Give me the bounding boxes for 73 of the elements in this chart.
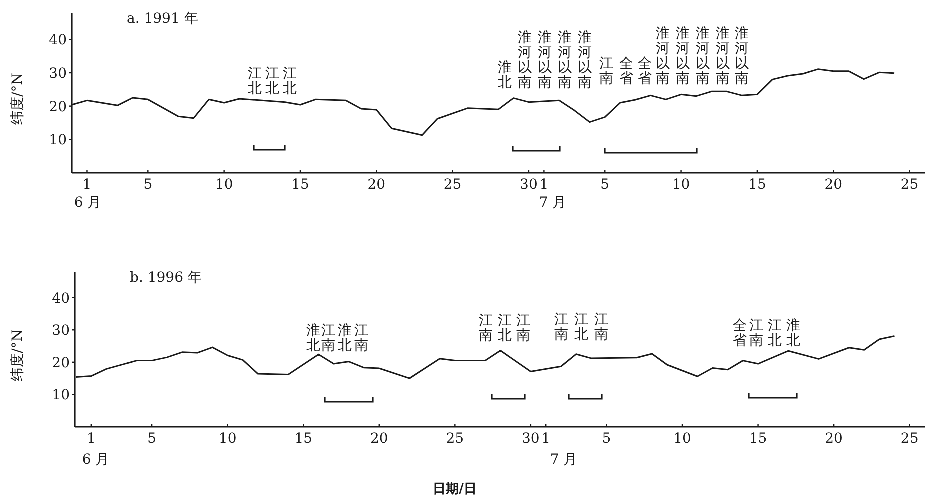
y-tick-label: 30 — [52, 323, 70, 340]
y-tick-label: 30 — [49, 66, 67, 82]
annotation: 江南 — [516, 313, 530, 344]
x-tick-label: 10 — [674, 431, 692, 447]
text: 7 月 — [539, 195, 567, 211]
annotation: 淮河以南 — [518, 30, 532, 91]
y-tick-label: 10 — [52, 388, 70, 404]
annotation: 全省 — [733, 318, 747, 349]
y-tick-label: 20 — [49, 99, 67, 116]
x-tick-label: 15 — [748, 177, 766, 193]
annotation: 江北 — [266, 66, 280, 97]
annotation: 江南 — [321, 323, 336, 354]
annotation: 江北 — [498, 313, 512, 344]
x-tick-label: 10 — [672, 177, 690, 193]
text: 6 月 — [74, 195, 102, 211]
x-tick-label: 10 — [215, 177, 234, 193]
chart-title: a. 1991 年 — [127, 11, 198, 27]
x-tick-label: 20 — [368, 177, 386, 193]
x-tick-label: 25 — [444, 177, 462, 193]
annotation: 淮河以南 — [716, 26, 730, 87]
annotation: 淮河以南 — [696, 26, 710, 87]
x-tick-label: 25 — [446, 431, 464, 447]
annotation: 江南 — [354, 323, 369, 354]
x-tick-label: 1 — [82, 177, 92, 193]
x-tick-label: 5 — [600, 177, 610, 193]
annotation: 淮河以南 — [578, 30, 592, 91]
annotation: 淮北 — [786, 318, 800, 349]
annotation: 江北 — [768, 318, 782, 349]
x-tick-label: 5 — [148, 431, 157, 447]
annotation: 淮河以南 — [656, 26, 670, 87]
annotation: 江南 — [594, 312, 609, 343]
annotation: 江北 — [283, 66, 297, 97]
x-tick-label: 1 — [540, 177, 549, 193]
x-tick-label: 20 — [824, 177, 843, 193]
y-tick-label: 10 — [49, 132, 67, 149]
x-axis-title: 日期/日 — [433, 482, 477, 497]
annotation: 淮北 — [338, 323, 352, 354]
x-tick-label: 10 — [218, 431, 237, 447]
annotation: 江南 — [750, 318, 764, 349]
x-tick-label: 1 — [86, 431, 96, 447]
text: 7 月 — [550, 452, 578, 468]
annotation: 淮河以南 — [538, 30, 552, 91]
x-tick-label: 5 — [602, 431, 612, 447]
annotation: 淮河以南 — [558, 30, 572, 91]
x-tick-label: 5 — [144, 177, 153, 193]
chart-title: b. 1996 年 — [130, 270, 202, 286]
annotation: 全省 — [620, 56, 634, 87]
y-axis-title: 纬度/°N — [10, 330, 26, 382]
annotation: 淮北 — [498, 60, 512, 91]
x-tick-label: 30 — [522, 431, 540, 447]
annotation: 江北 — [574, 312, 589, 343]
annotation: 全省 — [638, 56, 652, 87]
annotation: 江南 — [554, 312, 569, 343]
x-tick-label: 30 — [520, 177, 538, 193]
text: 6 月 — [82, 452, 110, 468]
annotation: 淮河以南 — [676, 26, 690, 87]
y-tick-label: 20 — [52, 355, 70, 372]
annotation: 淮河以南 — [735, 26, 749, 87]
annotation: 江北 — [248, 66, 262, 97]
x-tick-label: 20 — [370, 431, 388, 447]
x-tick-label: 1 — [542, 431, 551, 447]
x-tick-label: 15 — [292, 177, 310, 193]
y-tick-label: 40 — [49, 32, 67, 49]
x-tick-label: 15 — [749, 431, 768, 447]
x-tick-label: 25 — [900, 177, 919, 193]
annotation: 江南 — [479, 313, 493, 344]
x-tick-label: 15 — [294, 431, 313, 447]
annotation: 江南 — [600, 56, 614, 87]
x-tick-label: 25 — [900, 431, 919, 447]
y-tick-label: 40 — [52, 290, 70, 307]
annotation: 淮北 — [306, 323, 320, 354]
y-axis-title: 纬度/°N — [10, 73, 26, 125]
x-tick-label: 20 — [825, 431, 843, 447]
